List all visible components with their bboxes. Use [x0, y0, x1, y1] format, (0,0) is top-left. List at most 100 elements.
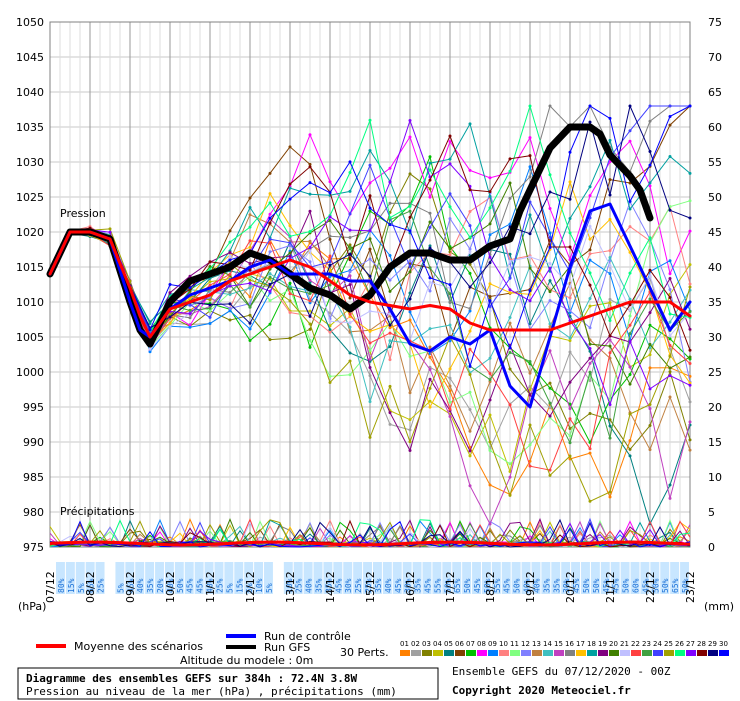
precip-prob-label: 25%: [215, 578, 224, 593]
date-tick-label: 21/12: [604, 571, 617, 603]
precip-prob-label: 50%: [681, 578, 690, 593]
right-tick-label: 60: [708, 121, 722, 134]
pert-id-label: 30: [719, 640, 728, 648]
pert-precip-24: [49, 517, 691, 548]
precip-prob-label: 45%: [602, 578, 611, 593]
precip-prob-label: 25%: [97, 578, 106, 593]
main-series: [46, 123, 692, 547]
precip-prob-cell: [521, 562, 531, 594]
right-tick-label: 25: [708, 366, 722, 379]
left-tick-label: 1015: [16, 261, 44, 274]
pert-id-label: 02: [411, 640, 420, 648]
precip-prob-cell: [283, 562, 293, 594]
precip-prob-label: 45%: [126, 578, 135, 593]
precip-prob-label: 45%: [473, 578, 482, 593]
precip-prob-cell: [264, 562, 273, 594]
pert-swatch: [433, 650, 443, 656]
right-tick-label: 20: [708, 401, 722, 414]
pert-id-label: 08: [477, 640, 486, 648]
precip-prob-cell: [501, 562, 511, 594]
precip-prob-cell: [452, 562, 462, 594]
pert-swatch: [620, 650, 630, 656]
pert-swatch: [422, 650, 432, 656]
pert-id-label: 20: [609, 640, 618, 648]
series-run-de-contrôle: [48, 202, 692, 409]
pert-swatch: [466, 650, 476, 656]
pert-id-label: 01: [400, 640, 409, 648]
precip-prob-cell: [164, 562, 174, 594]
precip-prob-cell: [491, 562, 501, 594]
pert-point: [688, 420, 692, 424]
precip-prob-label: 5%: [77, 583, 86, 593]
pressure-label: Pression: [60, 207, 106, 220]
pert-id-label: 23: [642, 640, 651, 648]
pert-id-label: 22: [631, 640, 640, 648]
date-tick-label: 07/12: [44, 571, 57, 603]
copyright: Copyright 2020 Meteociel.fr: [452, 684, 631, 697]
left-tick-label: 1005: [16, 331, 44, 344]
pert-id-label: 29: [708, 640, 717, 648]
precip-prob-label: 40%: [523, 578, 532, 593]
precip-prob-cell: [293, 562, 303, 594]
pert-swatch: [565, 650, 575, 656]
date-tick-label: 20/12: [564, 571, 577, 603]
left-tick-label: 1020: [16, 226, 44, 239]
left-tick-label: 980: [23, 506, 44, 519]
precip-prob-label: 50%: [443, 578, 452, 593]
date-tick-label: 09/12: [124, 571, 137, 603]
right-tick-label: 5: [708, 506, 715, 519]
precip-prob-cell: [511, 562, 521, 594]
precip-prob-label: 55%: [433, 578, 442, 593]
pert-id-label: 05: [444, 640, 453, 648]
pert-id-label: 10: [499, 640, 508, 648]
pert-swatch: [697, 650, 707, 656]
precip-prob-label: 45%: [196, 578, 205, 593]
precip-prob-cell: [254, 562, 264, 594]
precip-prob-label: 35%: [374, 578, 383, 593]
precip-prob-label: 5%: [116, 583, 125, 593]
precip-prob-cell: [561, 562, 571, 594]
pert-id-label: 13: [532, 640, 541, 648]
legend-perturbations: 01 02 03 04 05 06 07 08 09 10 11 12 13 14 15 16 17 18 19 20…: [400, 640, 729, 656]
chart-subtitle: Pression au niveau de la mer (hPa) , pré…: [26, 685, 397, 698]
precip-prob-cell: [155, 562, 164, 594]
pert-id-label: 18: [587, 640, 596, 648]
date-tick-label: 12/12: [244, 571, 257, 603]
left-tick-label: 1000: [16, 366, 44, 379]
mean-precip-line: [49, 540, 691, 547]
precip-prob-label: 50%: [651, 578, 660, 593]
pert-id-label: 17: [576, 640, 585, 648]
pert-id-label: 09: [488, 640, 497, 648]
pert-swatch: [532, 650, 542, 656]
date-tick-label: 08/12: [84, 571, 97, 603]
pert-swatch: [411, 650, 421, 656]
series-run-gfs: [46, 123, 654, 348]
precip-prob-cell: [590, 562, 600, 594]
pert-swatch: [609, 650, 619, 656]
precip-prob-label: 65%: [87, 578, 96, 593]
pert-id-label: 16: [565, 640, 574, 648]
left-tick-label: 1025: [16, 191, 44, 204]
precip-prob-label: 50%: [463, 578, 472, 593]
pert-id-label: 03: [422, 640, 431, 648]
precip-prob-cell: [353, 562, 363, 594]
date-tick-label: 10/12: [164, 571, 177, 603]
right-tick-label: 40: [708, 261, 722, 274]
run-info: Ensemble GEFS du 07/12/2020 - 00Z: [452, 665, 671, 678]
right-tick-label: 75: [708, 16, 722, 29]
right-tick-label: 50: [708, 191, 722, 204]
precip-prob-label: 45%: [503, 578, 512, 593]
precip-prob-cell: [382, 562, 392, 594]
pert-swatch: [521, 650, 531, 656]
pert-line-26: [49, 104, 691, 334]
precip-prob-cell: [531, 562, 541, 594]
pert-swatch: [444, 650, 454, 656]
right-tick-label: 15: [708, 436, 722, 449]
precip-prob-cell: [670, 562, 680, 594]
pert-swatch: [510, 650, 520, 656]
right-tick-label: 65: [708, 86, 722, 99]
precip-prob-label: 45%: [641, 578, 650, 593]
date-tick-label: 16/12: [404, 571, 417, 603]
right-tick-label: 10: [708, 471, 722, 484]
precip-prob-cell: [610, 562, 620, 594]
